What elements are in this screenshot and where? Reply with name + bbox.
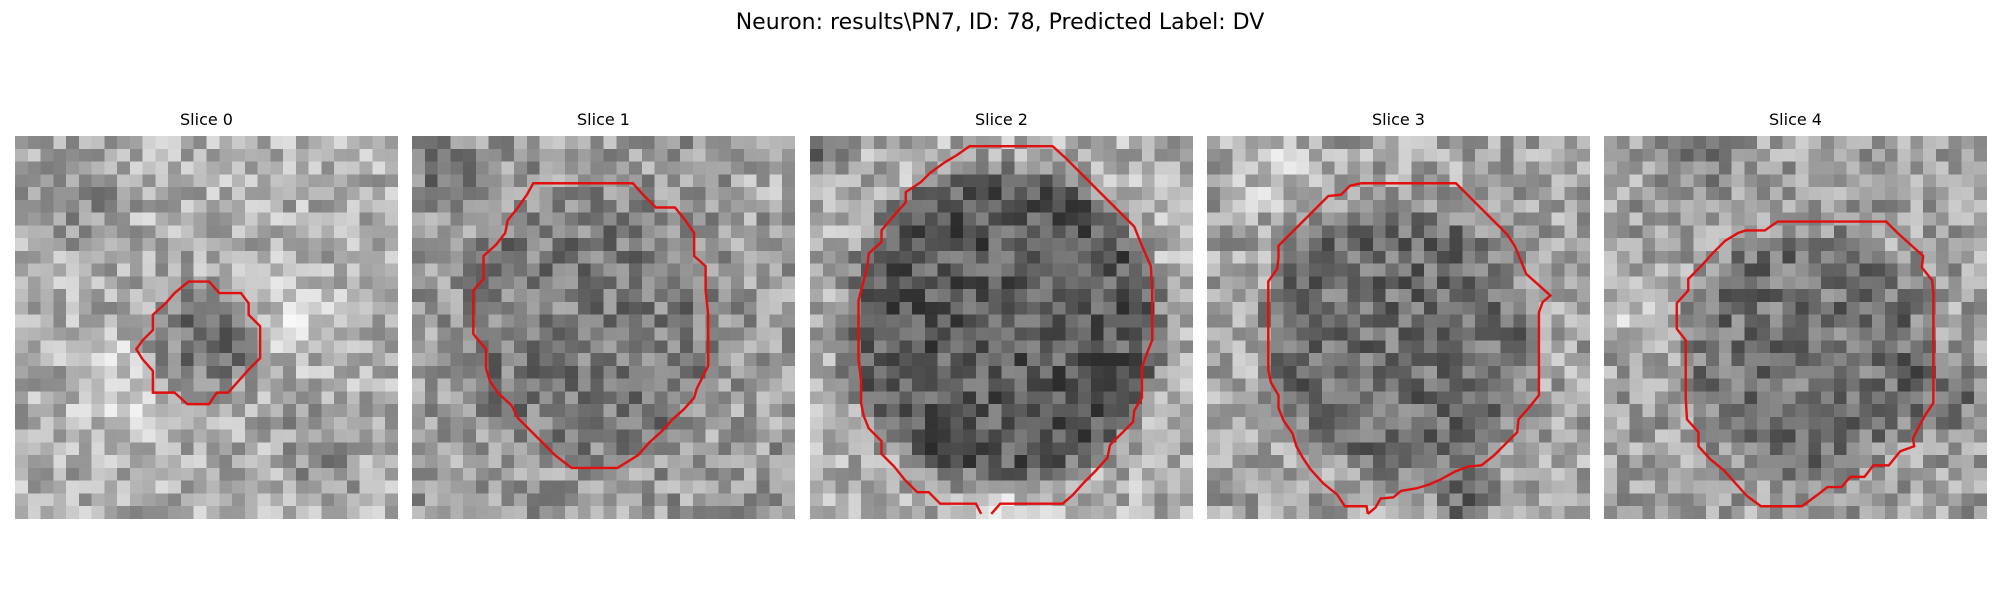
slice-panel-2: Slice 2 [810,110,1193,519]
roi-contour-2 [857,145,1154,515]
slice-pixels-4 [1604,136,1987,519]
slice-image-3 [1207,136,1590,519]
roi-contour-1 [472,182,710,470]
slice-title-3: Slice 3 [1372,110,1425,129]
roi-contour-3 [1267,182,1553,515]
roi-contour-0 [134,280,262,406]
slice-image-4 [1604,136,1987,519]
slice-pixels-2 [810,136,1193,519]
slice-pixels-1 [412,136,795,519]
slice-image-2 [810,136,1193,519]
slice-panel-3: Slice 3 [1207,110,1590,519]
slice-image-1 [412,136,795,519]
slice-image-0 [15,136,398,519]
slice-panel-1: Slice 1 [412,110,795,519]
slice-title-0: Slice 0 [180,110,233,129]
figure-title: Neuron: results\PN7, ID: 78, Predicted L… [735,10,1265,35]
slice-pixels-3 [1207,136,1590,519]
slice-title-2: Slice 2 [975,110,1028,129]
slice-panel-0: Slice 0 [15,110,398,519]
slice-panel-4: Slice 4 [1604,110,1987,519]
slice-pixels-0 [15,136,398,519]
slice-title-1: Slice 1 [577,110,630,129]
slice-title-4: Slice 4 [1769,110,1822,129]
roi-contour-4 [1675,220,1935,508]
